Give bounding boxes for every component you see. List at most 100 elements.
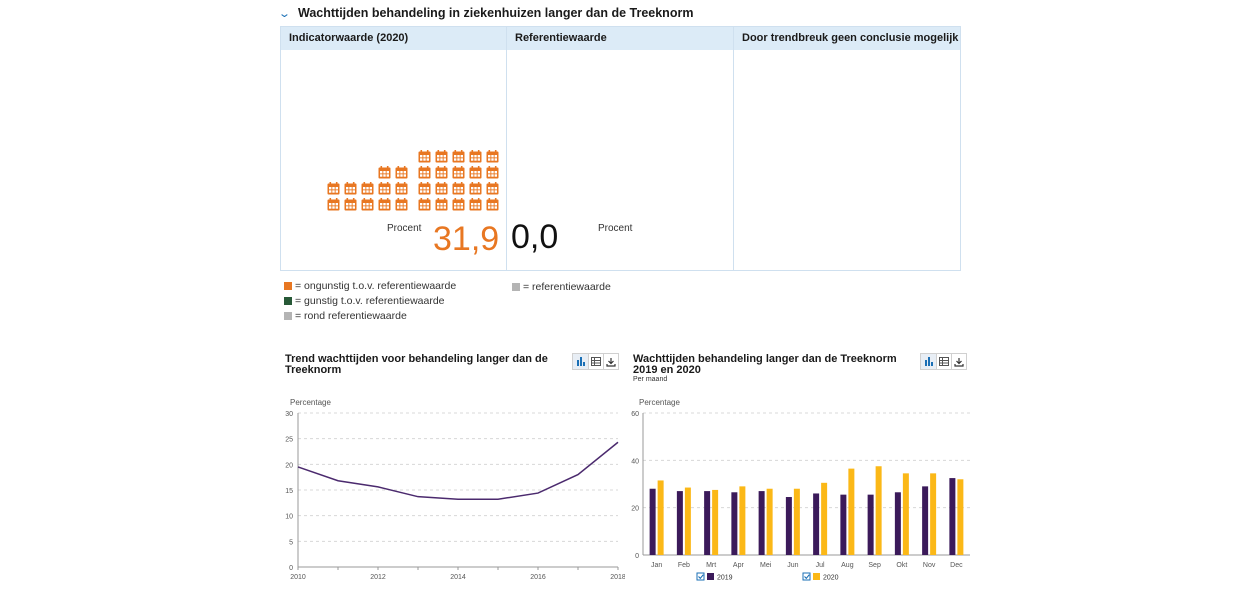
legend-swatch bbox=[707, 573, 714, 580]
calendar-icon bbox=[327, 198, 340, 211]
panel-conclusion: Door trendbreuk geen conclusie mogelijk bbox=[734, 26, 961, 271]
bar-2019 bbox=[867, 494, 874, 555]
x-tick-label: 2014 bbox=[450, 574, 466, 581]
table-view-button[interactable] bbox=[588, 354, 603, 369]
bar-2020 bbox=[766, 488, 773, 555]
table-icon bbox=[591, 357, 601, 366]
indicator-unit: Procent bbox=[387, 223, 422, 234]
panel-indicator-value: Indicatorwaarde (2020) Procent 31,9 bbox=[280, 26, 507, 271]
download-button[interactable] bbox=[603, 354, 618, 369]
legend-item: = ongunstig t.o.v. referentiewaarde bbox=[284, 278, 456, 293]
y-tick-label: 30 bbox=[285, 411, 293, 418]
legend-checkbox[interactable] bbox=[802, 572, 811, 581]
y-tick-label: 0 bbox=[635, 553, 639, 560]
calendar-icon bbox=[418, 182, 431, 195]
x-tick-label: Nov bbox=[923, 562, 936, 569]
bar-2020 bbox=[712, 489, 719, 555]
bar-2019 bbox=[894, 492, 901, 555]
legend-label: 2019 bbox=[717, 575, 733, 582]
calendar-icon bbox=[327, 182, 340, 195]
bar-2019 bbox=[840, 494, 847, 555]
legend-label: = rond referentiewaarde bbox=[295, 309, 407, 322]
x-tick-label: Feb bbox=[678, 562, 690, 569]
bar-2019 bbox=[949, 478, 956, 555]
monthly-bar-chart: Percentage 0 20 40 60 Jan Feb Mrt Apr Mei Jun Jul Au… bbox=[631, 398, 970, 582]
y-tick-label: 10 bbox=[285, 514, 293, 521]
trend-chart-toolbar bbox=[572, 353, 619, 370]
chart-view-button[interactable] bbox=[921, 354, 936, 369]
calendar-icon bbox=[469, 198, 482, 211]
panel-title: Referentiewaarde bbox=[507, 27, 733, 50]
bar-2020 bbox=[957, 479, 964, 555]
calendar-icon bbox=[486, 150, 499, 163]
legend-checkbox[interactable] bbox=[696, 572, 705, 581]
bar-2019 bbox=[731, 492, 738, 555]
legend-reference: = referentiewaarde bbox=[512, 279, 611, 294]
calendar-icon bbox=[452, 198, 465, 211]
bar-2020 bbox=[793, 488, 800, 555]
panel-title: Indicatorwaarde (2020) bbox=[281, 27, 506, 50]
legend-item[interactable]: 2020 bbox=[802, 572, 839, 582]
y-axis-label: Percentage bbox=[639, 398, 680, 407]
bar-2019 bbox=[922, 486, 929, 555]
bar-2020 bbox=[930, 473, 937, 555]
calendar-icon bbox=[395, 166, 408, 179]
bar-2020 bbox=[739, 486, 746, 555]
x-tick-label: 2018 bbox=[610, 574, 625, 581]
calendar-icon bbox=[452, 182, 465, 195]
bar-chart-icon bbox=[924, 357, 933, 366]
calendar-icon bbox=[435, 182, 448, 195]
legend-label: = gunstig t.o.v. referentiewaarde bbox=[295, 294, 445, 307]
download-icon bbox=[954, 357, 964, 367]
calendar-icon bbox=[418, 198, 431, 211]
bar-chart-subtitle: Per maand bbox=[633, 376, 668, 383]
x-tick-label: Sep bbox=[868, 562, 881, 569]
bar-chart-title: Wachttijden behandeling langer dan de Tr… bbox=[633, 353, 897, 376]
y-tick-label: 20 bbox=[631, 506, 639, 513]
series-line bbox=[297, 441, 619, 500]
calendar-icon bbox=[361, 182, 374, 195]
bar-chart-toolbar bbox=[920, 353, 967, 370]
chevron-down-icon[interactable]: ⌄ bbox=[278, 7, 291, 20]
bar-2019 bbox=[676, 491, 683, 555]
legend-item: = rond referentiewaarde bbox=[284, 308, 456, 323]
bar-2020 bbox=[902, 473, 909, 555]
calendar-icon bbox=[452, 150, 465, 163]
y-tick-label: 0 bbox=[289, 565, 293, 572]
calendar-icon bbox=[435, 150, 448, 163]
legend-swatch bbox=[813, 573, 820, 580]
chart-view-button[interactable] bbox=[573, 354, 588, 369]
calendar-icon bbox=[344, 198, 357, 211]
checkmark-icon bbox=[804, 574, 810, 580]
calendar-icon bbox=[486, 182, 499, 195]
legend-label: 2020 bbox=[823, 575, 839, 582]
panel-title: Door trendbreuk geen conclusie mogelijk bbox=[734, 27, 960, 50]
y-tick-label: 5 bbox=[289, 539, 293, 546]
x-tick-label: 2010 bbox=[290, 574, 306, 581]
bar-2019 bbox=[758, 491, 765, 555]
bar-2020 bbox=[657, 480, 664, 555]
bar-2019 bbox=[785, 497, 792, 555]
calendar-icon bbox=[469, 150, 482, 163]
x-tick-label: Jul bbox=[816, 562, 825, 569]
calendar-icon bbox=[435, 198, 448, 211]
x-tick-label: Apr bbox=[733, 562, 745, 569]
section-header[interactable]: ⌄ Wachttijden behandeling in ziekenhuize… bbox=[278, 4, 693, 22]
bar-2020 bbox=[684, 487, 691, 555]
bar-2020 bbox=[821, 482, 828, 555]
table-view-button[interactable] bbox=[936, 354, 951, 369]
reference-unit: Procent bbox=[598, 223, 633, 234]
calendar-icon bbox=[486, 198, 499, 211]
x-tick-label: 2012 bbox=[370, 574, 386, 581]
trend-chart-title: Trend wachttijden voor behandeling lange… bbox=[285, 353, 548, 376]
checkmark-icon bbox=[698, 574, 704, 580]
download-icon bbox=[606, 357, 616, 367]
download-button[interactable] bbox=[951, 354, 966, 369]
legend-item[interactable]: 2019 bbox=[696, 572, 733, 582]
y-tick-label: 60 bbox=[631, 411, 639, 418]
indicator-panels: Indicatorwaarde (2020) Procent 31,9 Refe… bbox=[280, 26, 963, 273]
bar-chart-icon bbox=[576, 357, 585, 366]
legend-item: = referentiewaarde bbox=[512, 279, 611, 294]
legend-swatch bbox=[284, 296, 292, 305]
calendar-icon bbox=[452, 166, 465, 179]
